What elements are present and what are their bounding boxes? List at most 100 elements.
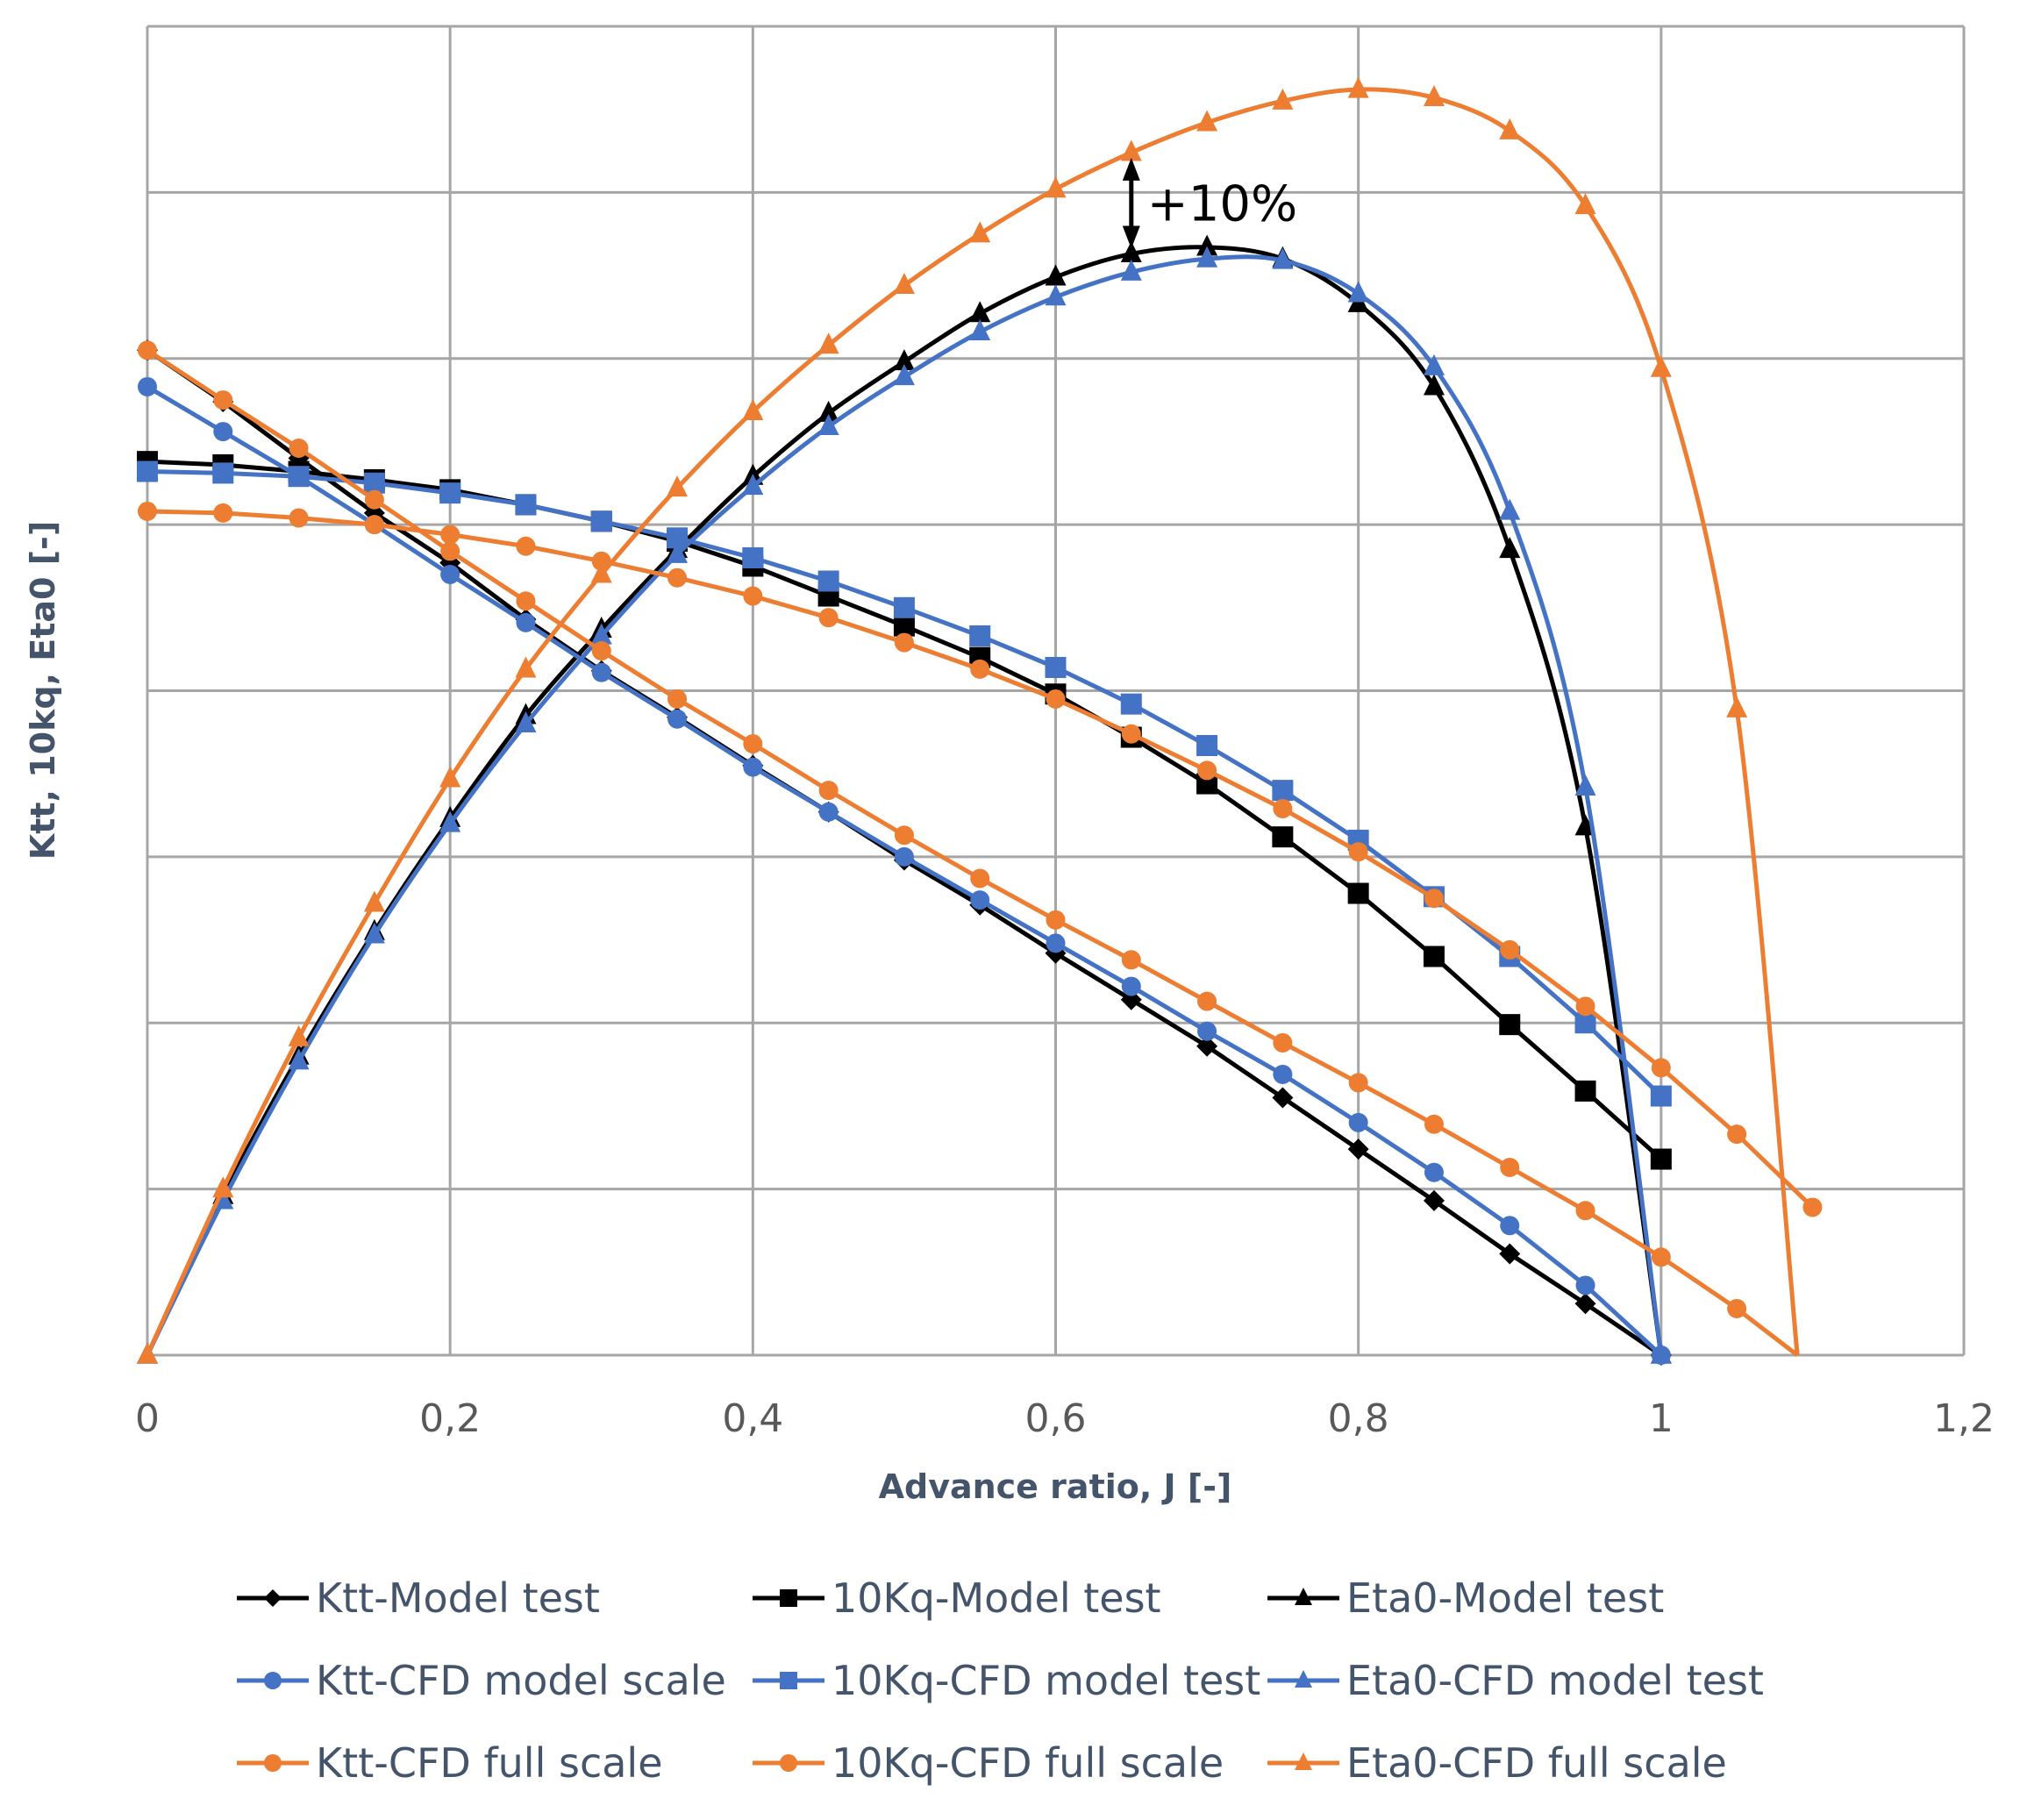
legend-label: Eta0-Model test	[1346, 1574, 1664, 1622]
data-point-square	[1423, 946, 1445, 967]
data-point-circle	[818, 781, 839, 801]
data-point-circle	[1500, 1216, 1520, 1236]
legend-label: 10Kq-CFD full scale	[832, 1739, 1224, 1787]
data-point-square	[1045, 656, 1067, 678]
data-point-circle	[1121, 724, 1141, 744]
legend-item: Eta0-CFD model test	[1267, 1657, 1764, 1704]
data-point-circle	[1802, 1197, 1823, 1217]
data-point-circle	[1500, 939, 1520, 960]
data-point-triangle	[212, 1176, 234, 1198]
data-point-circle	[1348, 1073, 1368, 1093]
arrow-head-down-icon	[1122, 225, 1140, 249]
x-tick-label: 0,8	[1328, 1396, 1389, 1441]
data-point-circle	[1197, 991, 1217, 1011]
data-point-circle	[894, 825, 914, 846]
data-point-circle	[440, 541, 460, 561]
legend-item: 10Kq-CFD full scale	[753, 1739, 1224, 1787]
data-point-triangle	[590, 623, 612, 645]
series-10kq-cfd-full-scale	[138, 501, 1823, 1217]
data-point-circle	[138, 376, 157, 396]
data-point-circle	[440, 525, 460, 545]
data-point-triangle	[969, 319, 991, 341]
x-tick-label: 1,2	[1933, 1396, 1995, 1441]
data-point-circle	[289, 439, 309, 459]
data-point-triangle	[515, 656, 537, 678]
annotation-label: +10%	[1147, 176, 1297, 233]
data-point-circle	[1575, 1275, 1595, 1295]
data-point-triangle	[439, 810, 461, 832]
data-point-circle	[970, 868, 990, 889]
data-point-triangle	[742, 398, 764, 420]
data-point-circle	[1727, 1124, 1747, 1145]
data-point-square	[1272, 826, 1294, 848]
legend-item: 10Kq-Model test	[753, 1574, 1161, 1622]
data-point-diamond	[264, 1589, 282, 1607]
legend-label: Ktt-Model test	[316, 1574, 600, 1622]
series-eta0-model-test	[137, 234, 1672, 1364]
data-point-triangle	[1045, 284, 1067, 306]
series-line	[146, 469, 1663, 1098]
data-point-circle	[213, 503, 233, 523]
x-tick-label: 1	[1649, 1396, 1674, 1441]
data-point-circle	[780, 1754, 797, 1772]
legend-label: Ktt-CFD full scale	[316, 1739, 663, 1787]
series-10kq-cfd-model-test	[137, 460, 1672, 1107]
x-axis-tick-labels: 0 0,2 0,4 0,6 0,8 1 1,2	[135, 1396, 1995, 1441]
data-point-triangle	[1650, 355, 1672, 377]
legend-item: Ktt-CFD full scale	[237, 1739, 663, 1787]
data-point-circle	[1348, 842, 1368, 862]
data-point-triangle	[893, 364, 915, 386]
legend-item: Eta0-CFD full scale	[1267, 1739, 1727, 1787]
data-point-circle	[743, 586, 763, 606]
data-point-circle	[970, 659, 990, 679]
data-point-circle	[970, 890, 990, 910]
data-point-square	[780, 1672, 797, 1689]
data-point-circle	[1727, 1298, 1747, 1318]
data-point-triangle	[1499, 118, 1521, 139]
data-point-triangle	[439, 766, 461, 788]
data-point-circle	[1046, 933, 1066, 953]
data-point-circle	[1197, 760, 1217, 781]
data-point-triangle	[817, 400, 839, 422]
x-tick-label: 0,6	[1025, 1396, 1087, 1441]
data-point-triangle	[1120, 139, 1142, 161]
data-point-triangle	[1196, 246, 1218, 268]
series-line	[145, 87, 1800, 1357]
legend-label: Ktt-CFD model scale	[316, 1657, 726, 1704]
data-point-triangle	[1120, 241, 1142, 263]
data-point-circle	[743, 734, 763, 754]
data-point-circle	[1651, 1247, 1671, 1267]
data-point-circle	[894, 632, 914, 653]
data-point-circle	[591, 662, 611, 682]
data-point-circle	[667, 689, 688, 709]
data-point-circle	[1273, 798, 1293, 818]
data-point-square	[780, 1589, 797, 1607]
data-point-triangle	[1120, 259, 1142, 281]
data-point-circle	[1273, 1064, 1293, 1084]
legend: Ktt-Model test 10Kq-Model test Eta0-Model …	[237, 1574, 1764, 1787]
x-tick-label: 0	[135, 1396, 160, 1441]
data-point-triangle	[1347, 76, 1369, 98]
data-point-circle	[440, 564, 460, 584]
data-point-circle	[1121, 950, 1141, 970]
data-point-circle	[1197, 1021, 1217, 1041]
data-point-square	[288, 466, 310, 488]
legend-label: Eta0-CFD full scale	[1346, 1739, 1727, 1787]
data-point-triangle	[1726, 696, 1748, 717]
data-point-triangle	[1574, 774, 1596, 796]
data-point-circle	[213, 390, 233, 410]
data-point-circle	[894, 846, 914, 867]
data-point-triangle	[1423, 374, 1445, 396]
data-point-triangle	[893, 349, 915, 371]
data-point-diamond	[1423, 1189, 1445, 1211]
data-point-circle	[516, 591, 536, 611]
data-point-circle	[364, 515, 384, 535]
data-point-triangle	[1272, 247, 1294, 269]
data-point-circle	[138, 501, 157, 521]
data-point-triangle	[1045, 264, 1067, 286]
data-point-diamond	[1574, 1293, 1596, 1315]
data-point-circle	[1575, 996, 1595, 1017]
data-point-square	[137, 460, 158, 482]
data-point-circle	[516, 612, 536, 632]
legend-label: Eta0-CFD model test	[1346, 1657, 1764, 1704]
